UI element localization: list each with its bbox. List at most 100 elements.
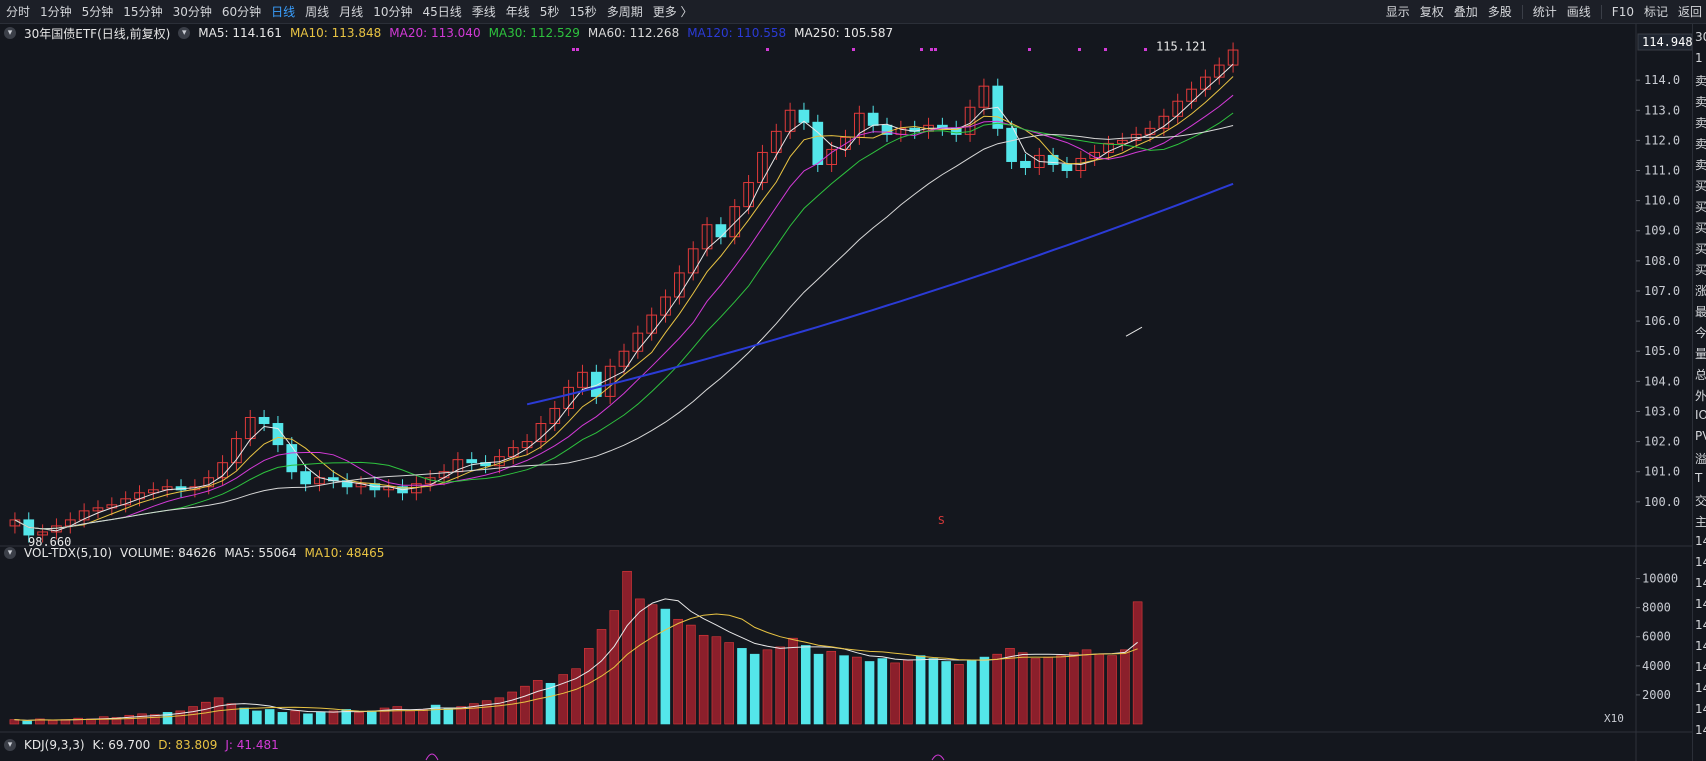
tab-2[interactable]: 5分钟	[81, 5, 114, 19]
toolbar-button-2[interactable]: 叠加	[1453, 5, 1478, 19]
side-panel-text-1: 1	[1695, 51, 1703, 65]
tab-12[interactable]: 年线	[505, 5, 530, 19]
period-tabs: 分时 1分钟 5分钟 15分钟 30分钟 60分钟 日线 周线 月线 10分钟 45日线 季线 年线 5秒…	[6, 0, 703, 23]
chevron-down-icon[interactable]: ▾	[4, 547, 16, 559]
low-price-label: 98.660	[28, 535, 71, 549]
volume-bar	[915, 655, 926, 725]
tab-1[interactable]: 1分钟	[40, 5, 72, 19]
ma-item-6: MA250: 105.587	[794, 26, 894, 40]
signal-dot	[1104, 48, 1107, 51]
volume-bar	[852, 656, 862, 725]
toolbar-button-6[interactable]: F10	[1611, 4, 1634, 19]
chevron-down-icon[interactable]: ▾	[4, 739, 16, 751]
side-panel-text-23: 主	[1695, 515, 1706, 529]
vol-item-3: MA10: 48465	[304, 546, 385, 560]
volume-bar	[788, 637, 798, 725]
toolbar-button-1[interactable]: 复权	[1419, 5, 1444, 19]
ma-item-0: MA5: 114.161	[198, 26, 282, 40]
candle-body	[1227, 49, 1239, 66]
current-price-label: 114.948	[1642, 35, 1692, 49]
toolbar-button-4[interactable]: 统计	[1532, 5, 1557, 19]
volume-bar	[430, 704, 441, 725]
volume-bar	[481, 700, 492, 725]
candle-body	[867, 112, 879, 126]
tab-0[interactable]: 分时	[6, 5, 31, 19]
tab-7[interactable]: 周线	[305, 5, 330, 19]
candle-body	[92, 507, 104, 512]
toolbar-button-3[interactable]: 多股	[1487, 5, 1512, 19]
candle-body	[757, 151, 768, 184]
tab-10[interactable]: 45日线	[422, 5, 462, 19]
price-tick-label: 108.0	[1644, 254, 1680, 268]
candle-body	[978, 85, 990, 108]
side-panel-text-10: 买	[1695, 242, 1706, 256]
candle-body	[618, 350, 630, 367]
volume-bar	[532, 680, 543, 725]
side-panel-text-30: 14	[1695, 660, 1706, 674]
volume-bar	[941, 661, 951, 725]
volume-bar	[290, 710, 300, 725]
side-panel-text-8: 买	[1695, 200, 1706, 214]
volume-bar	[813, 653, 824, 725]
volume-bar	[315, 712, 326, 725]
tab-16[interactable]: 更多 〉	[652, 5, 693, 19]
side-panel-text-2: 卖	[1695, 74, 1706, 88]
tab-11[interactable]: 季线	[471, 5, 496, 19]
volume-bar	[635, 598, 645, 725]
tab-15[interactable]: 多周期	[606, 5, 643, 19]
tab-8[interactable]: 月线	[339, 5, 364, 19]
volume-bar	[175, 710, 186, 725]
toolbar-button-8[interactable]: 返回	[1677, 5, 1702, 19]
volume-bar	[1017, 652, 1028, 725]
chevron-down-icon[interactable]: ▾	[178, 27, 191, 39]
volume-tick-label: 8000	[1642, 601, 1671, 615]
volume-bar	[277, 712, 288, 725]
toolbar-button-7[interactable]: 标记	[1643, 5, 1668, 19]
kline-chart[interactable]: 114.0 113.0 112.0 111.0 110.0 109.0 108.0 107.0…	[0, 24, 1692, 761]
candle-body	[577, 371, 588, 388]
volume-bar	[162, 712, 173, 725]
candle-body	[286, 444, 298, 473]
volume-bar	[1094, 653, 1105, 725]
tab-13[interactable]: 5秒	[539, 5, 560, 19]
tab-3[interactable]: 15分钟	[123, 5, 163, 19]
kdj-item-2: D: 83.809	[158, 738, 218, 752]
ma250-line	[1125, 326, 1143, 337]
tab-14[interactable]: 15秒	[569, 5, 597, 19]
chevron-down-icon[interactable]: ▾	[4, 27, 16, 39]
volume-tick-label: 4000	[1642, 659, 1671, 673]
toolbar-separator	[1600, 4, 1602, 19]
candle-body	[78, 510, 90, 521]
volume-bar	[1005, 648, 1015, 725]
candle-body	[632, 332, 644, 352]
volume-bar	[966, 659, 977, 725]
tab-6[interactable]: 日线	[271, 5, 296, 19]
ma-item-2: MA20: 113.040	[389, 26, 481, 40]
price-tick-label: 109.0	[1644, 224, 1680, 238]
volume-bar	[928, 658, 939, 725]
price-tick-label: 106.0	[1644, 314, 1680, 328]
tab-5[interactable]: 60分钟	[221, 5, 262, 19]
tab-9[interactable]: 10分钟	[373, 5, 413, 19]
volume-bar	[456, 706, 466, 725]
volume-bar	[673, 618, 683, 725]
side-panel-text-31: 14	[1695, 681, 1706, 695]
price-tick-label: 101.0	[1644, 465, 1680, 479]
volume-bar	[992, 653, 1002, 725]
instrument-title: 30年国债ETF(日线,前复权)	[24, 26, 171, 41]
side-panel-text-33: 14	[1695, 723, 1706, 737]
toolbar-button-5[interactable]: 画线	[1566, 5, 1591, 19]
volume-bar	[443, 707, 454, 725]
toolbar-button-0[interactable]: 显示	[1385, 5, 1410, 19]
price-tick-label: 110.0	[1644, 194, 1680, 208]
volume-bar	[711, 636, 722, 725]
side-panel-text-0: 30	[1695, 30, 1706, 44]
volume-bar	[826, 650, 837, 725]
side-panel-text-24: 14	[1695, 534, 1706, 548]
volume-bar	[762, 649, 773, 725]
tab-4[interactable]: 30分钟	[172, 5, 212, 19]
quote-side-panel: 301卖卖卖卖卖买买买买买涨最今量总外IOPV溢T交主1414141414141…	[1692, 24, 1706, 761]
candle-body	[950, 127, 962, 135]
price-tick-label: 113.0	[1644, 103, 1680, 117]
side-panel-text-32: 14	[1695, 702, 1706, 716]
